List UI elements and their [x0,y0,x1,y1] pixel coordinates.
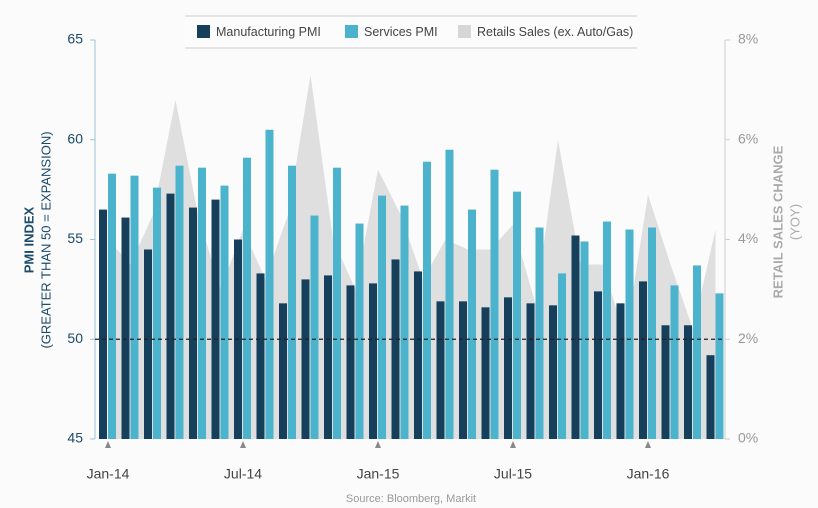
bar [625,229,634,439]
bar [243,157,251,439]
bar [130,175,139,439]
axis-titles: PMI INDEX (GREATER THAN 50 = EXPANSION) … [21,131,802,348]
x-tick-marker [375,441,381,448]
bar [715,293,724,439]
bar [108,173,116,440]
legend-label: Services PMI [364,25,438,39]
y2-tick-label: 8% [738,31,758,47]
bar [144,249,152,439]
x-tick-marker [105,441,111,448]
bar [423,161,431,439]
y2-axis-title: RETAIL SALES CHANGE [770,145,785,298]
y2-axis-subtitle: (YOY) [787,204,802,240]
bar [369,283,377,439]
y-tick-label: 65 [67,31,83,47]
bar [468,209,476,439]
bar [333,167,341,439]
bar [378,195,386,439]
x-tick-marker [510,441,516,448]
bar [693,265,701,439]
legend: Manufacturing PMI Services PMI Retails Sal… [185,15,637,49]
bar [99,209,107,439]
legend-swatch [345,25,358,38]
source: Source: Bloomberg, Markit [346,493,476,505]
bar [684,325,692,439]
x-tick-marker [240,441,246,448]
bar [513,191,521,439]
bar [175,165,184,439]
bar [189,207,197,439]
bar [288,165,296,439]
bar [558,273,566,439]
bar [301,279,310,439]
bar [279,303,287,439]
bar [648,227,656,439]
bar [324,275,332,439]
y-axis-title: PMI INDEX [21,206,36,273]
bar [670,285,679,439]
bar [490,169,499,440]
y-axis-subtitle: (GREATER THAN 50 = EXPANSION) [38,131,53,348]
x-tick-label: Jul-14 [224,466,262,482]
bar [661,325,670,439]
bar [459,301,467,439]
bar [603,221,611,439]
bar [549,305,557,439]
bar [571,235,580,439]
legend-label: Retails Sales (ex. Auto/Gas) [477,25,633,39]
bar [481,307,490,439]
bar [535,227,544,439]
x-tick-label: Jul-15 [494,466,532,482]
bar [639,281,647,439]
x-tick-label: Jan-15 [357,466,400,482]
bar [265,129,274,439]
legend-bg [185,16,637,48]
y-tick-label: 60 [67,130,83,146]
bar [310,215,319,439]
bar [436,301,445,439]
y2-tick-label: 6% [738,130,758,146]
bar [256,273,265,439]
bar [166,193,175,439]
y-tick-label: 50 [67,330,83,346]
bar [594,291,602,439]
x-tick-label: Jan-16 [627,466,670,482]
bar [504,297,512,439]
bar [198,167,206,439]
bar [706,355,715,439]
x-tick-marker [645,441,651,448]
bar [445,149,454,439]
y2-tick-label: 2% [738,330,758,346]
bar [211,199,220,439]
bar [153,187,161,439]
bar [616,303,625,439]
bar [220,185,229,439]
y2-tick-label: 4% [738,230,758,246]
bar [414,271,422,439]
bar [580,241,589,439]
bar [121,217,130,439]
y2-tick-label: 0% [738,430,758,446]
bar [355,223,364,439]
legend-swatch [197,25,210,38]
bar [391,259,400,439]
legend-label: Manufacturing PMI [216,25,321,39]
y-tick-label: 55 [67,230,83,246]
legend-swatch [458,25,471,38]
bar [346,285,355,439]
bar [526,303,535,439]
x-tick-label: Jan-14 [87,466,130,482]
bar [400,205,409,439]
y-tick-label: 45 [67,430,83,446]
